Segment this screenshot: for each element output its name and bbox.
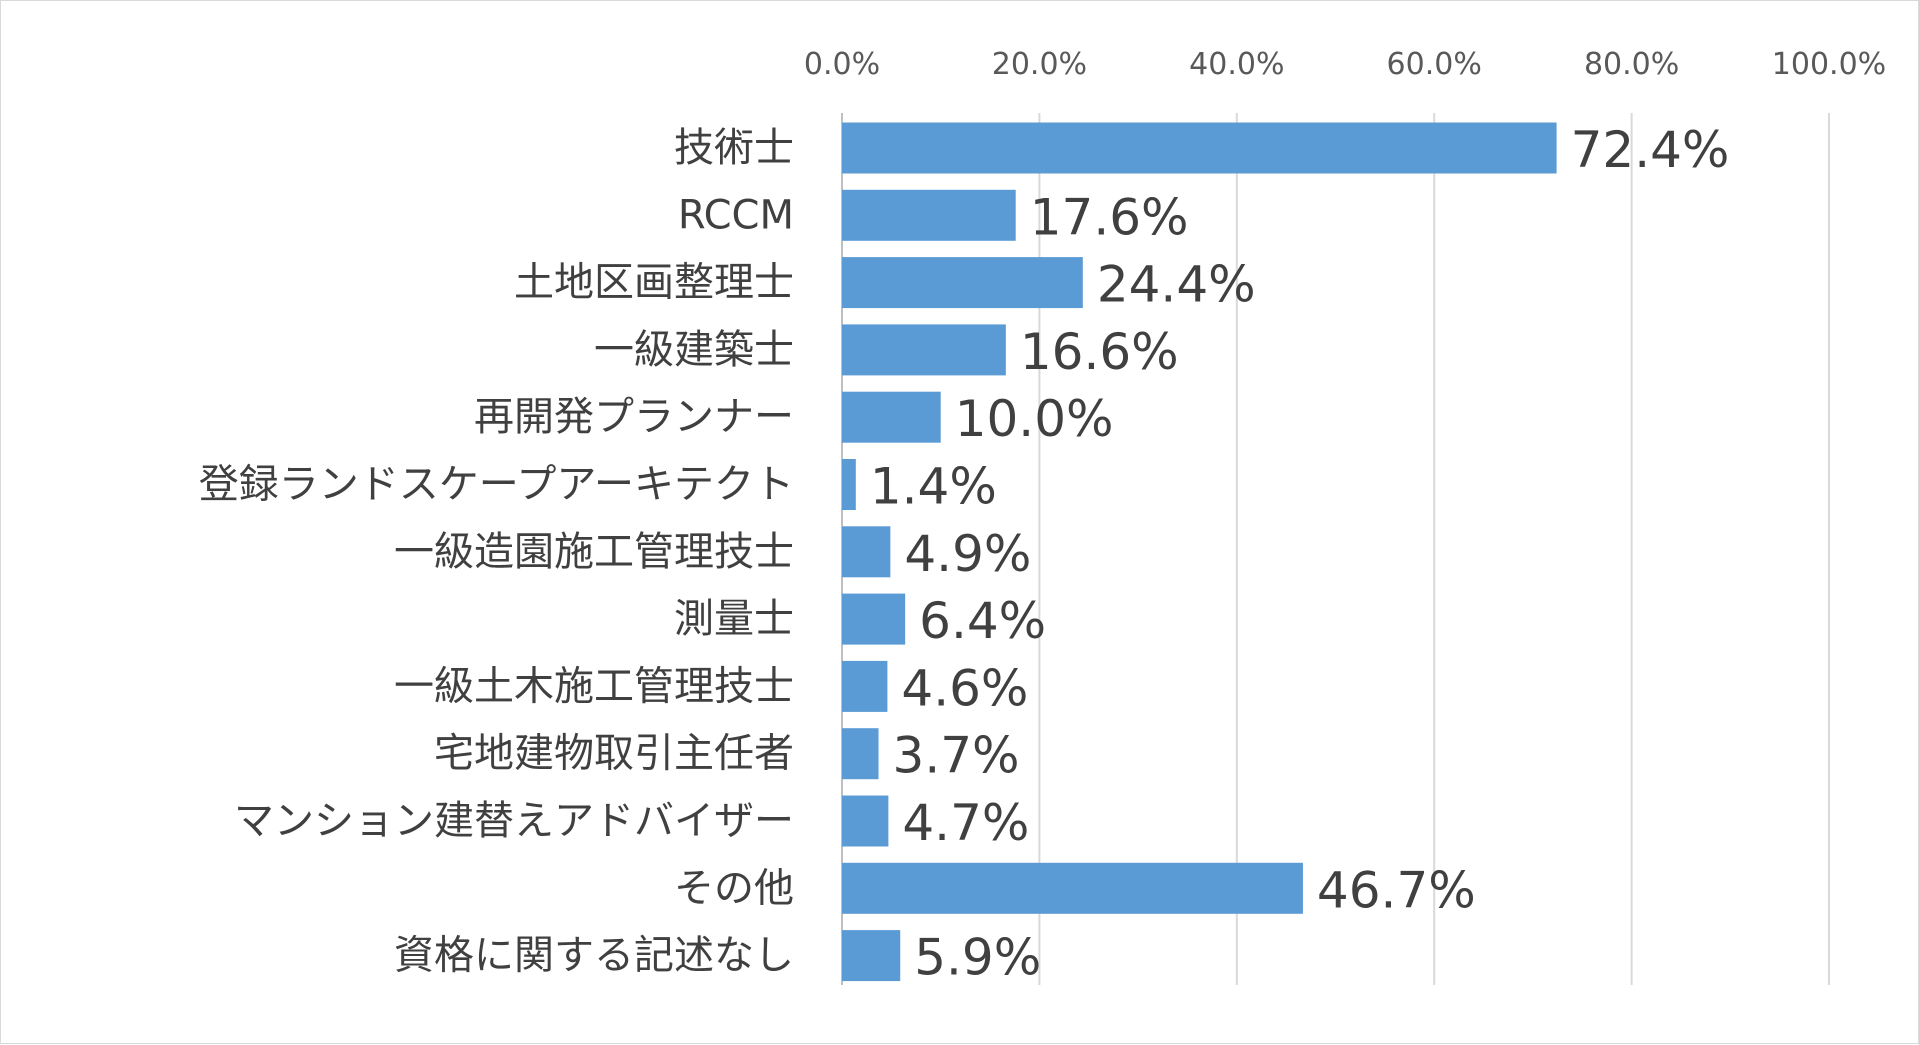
data-label: 6.4% [919,592,1046,650]
bar [842,930,901,982]
x-tick-label: 80.0% [1584,47,1679,82]
data-label: 46.7% [1317,861,1476,919]
bar [842,728,879,780]
category-label: 資格に関する記述なし [394,933,794,979]
x-tick-label: 60.0% [1387,47,1482,82]
bar [842,795,889,847]
data-label: 4.9% [904,525,1031,583]
data-label: 24.4% [1097,256,1256,314]
data-label: 4.6% [901,659,1028,717]
category-label: 宅地建物取引主任者 [434,731,794,777]
bar [842,391,941,443]
x-tick-label: 20.0% [992,47,1087,82]
data-label: 1.4% [870,458,997,516]
data-labels: 72.4% 17.6% 24.4% 16.6% 10.0% 1.4% 4.9% 6.4% 4.6… [870,121,1730,987]
x-tick-label: 40.0% [1189,47,1284,82]
category-label: 再開発プランナー [474,394,794,440]
bar [842,862,1303,914]
category-labels: 技術士 RCCM 土地区画整理士一級建築士再開発プランナー登録ランドスケープアーキテ… [199,125,794,979]
data-label: 17.6% [1030,188,1189,246]
data-label: 72.4% [1571,121,1730,179]
category-label: その他 [674,865,794,911]
category-label: 土地区画整理士 [514,260,794,306]
data-label: 5.9% [914,929,1041,987]
bar [842,257,1083,309]
bar [842,189,1016,241]
bar [842,459,856,510]
data-label: 4.7% [902,794,1029,852]
bar [842,660,888,712]
x-tick-label: 0.0% [804,47,880,82]
bar [842,593,906,645]
bars [842,122,1557,982]
bar [842,122,1557,174]
x-tick-label: 100.0% [1772,47,1886,82]
bar [842,324,1006,376]
x-axis-ticks: 0.0% 20.0% 40.0% 60.0% 80.0% 100.0% [804,47,1886,82]
data-label: 10.0% [955,390,1114,448]
category-label: 一級造園施工管理技士 [394,529,794,575]
category-label: 一級土木施工管理技士 [394,663,794,709]
category-label: RCCM [678,192,794,238]
data-label: 16.6% [1020,323,1179,381]
category-label: 測量士 [674,596,794,642]
category-label: 一級建築士 [594,327,794,373]
category-label: 技術士 [674,125,794,171]
category-label: マンション建替えアドバイザー [234,798,794,844]
category-label: 登録ランドスケープアーキテクト [199,462,794,508]
bar [842,526,891,578]
data-label: 3.7% [893,727,1020,785]
